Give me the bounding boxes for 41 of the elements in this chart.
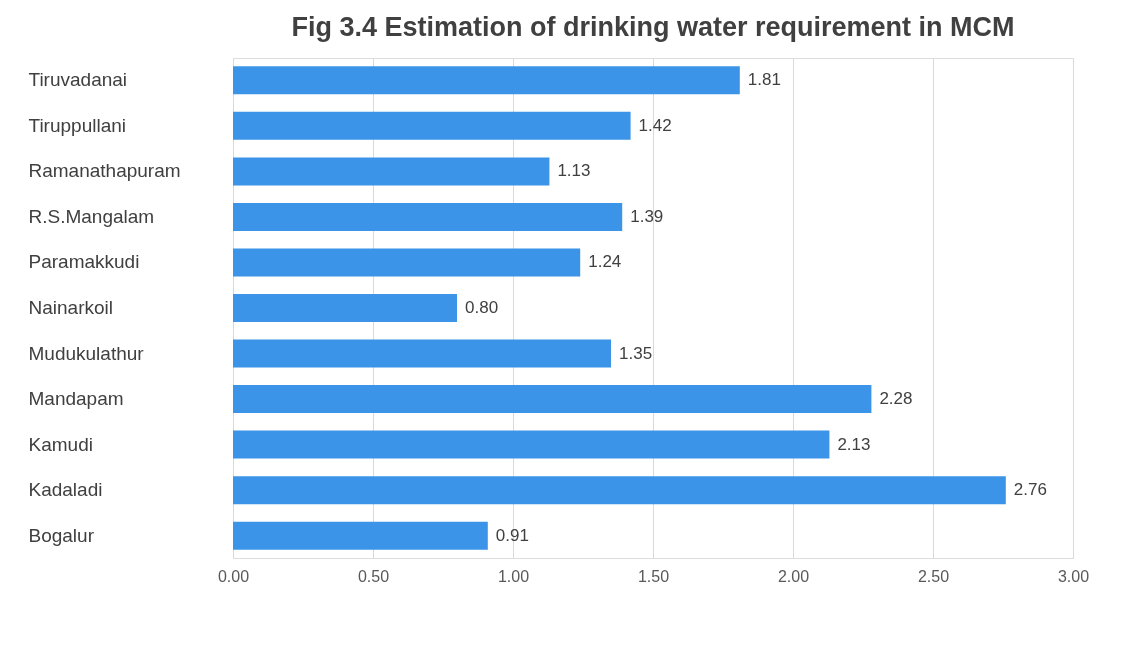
bar: [233, 430, 830, 459]
y-tick-label: Mandapam: [28, 388, 124, 410]
x-tick-label: 1.00: [497, 567, 530, 585]
x-tick-label: 0.00: [217, 567, 250, 585]
data-label: 1.35: [619, 343, 653, 363]
data-label: 2.13: [837, 434, 871, 454]
data-label: 2.28: [879, 389, 913, 409]
bar: [233, 385, 872, 414]
x-tick-label: 3.00: [1057, 567, 1090, 585]
y-tick-label: Tiruppullani: [28, 114, 127, 136]
x-tick-label: 2.00: [777, 567, 810, 585]
y-tick-label: Ramanathapuram: [28, 160, 181, 182]
bar: [233, 111, 631, 140]
data-label: 1.13: [557, 161, 591, 181]
data-label: 1.39: [630, 206, 664, 226]
y-tick-label: Paramakkudi: [28, 251, 140, 273]
y-tick-label: Bogalur: [28, 524, 95, 546]
bar: [233, 339, 611, 368]
data-label: 0.91: [495, 525, 529, 545]
y-tick-label: Tiruvadanai: [28, 69, 128, 91]
data-label: 0.80: [465, 298, 499, 317]
x-tick-label: 0.50: [357, 567, 390, 585]
bar: [233, 66, 740, 95]
y-tick-label: Kadaladi: [28, 479, 103, 501]
y-tick-label: R.S.Mangalam: [28, 205, 155, 227]
bar: [233, 476, 1006, 505]
bar: [233, 202, 623, 231]
y-tick-label: Kamudi: [28, 433, 93, 455]
data-label: 1.24: [588, 252, 622, 272]
data-label: 1.81: [747, 70, 781, 90]
data-label: 1.42: [638, 115, 672, 135]
chart-title: Fig 3.4 Estimation of drinking water requirement in MCM: [291, 12, 1015, 42]
bar: [233, 157, 550, 186]
bar: [233, 294, 457, 322]
bar: [233, 521, 488, 550]
y-tick-label: Mudukulathur: [28, 342, 145, 364]
data-label: 2.76: [1013, 480, 1047, 500]
y-tick-label: Nainarkoil: [28, 297, 113, 318]
bar: [233, 248, 581, 277]
x-tick-label: 1.50: [637, 567, 670, 585]
x-tick-label: 2.50: [917, 567, 950, 585]
